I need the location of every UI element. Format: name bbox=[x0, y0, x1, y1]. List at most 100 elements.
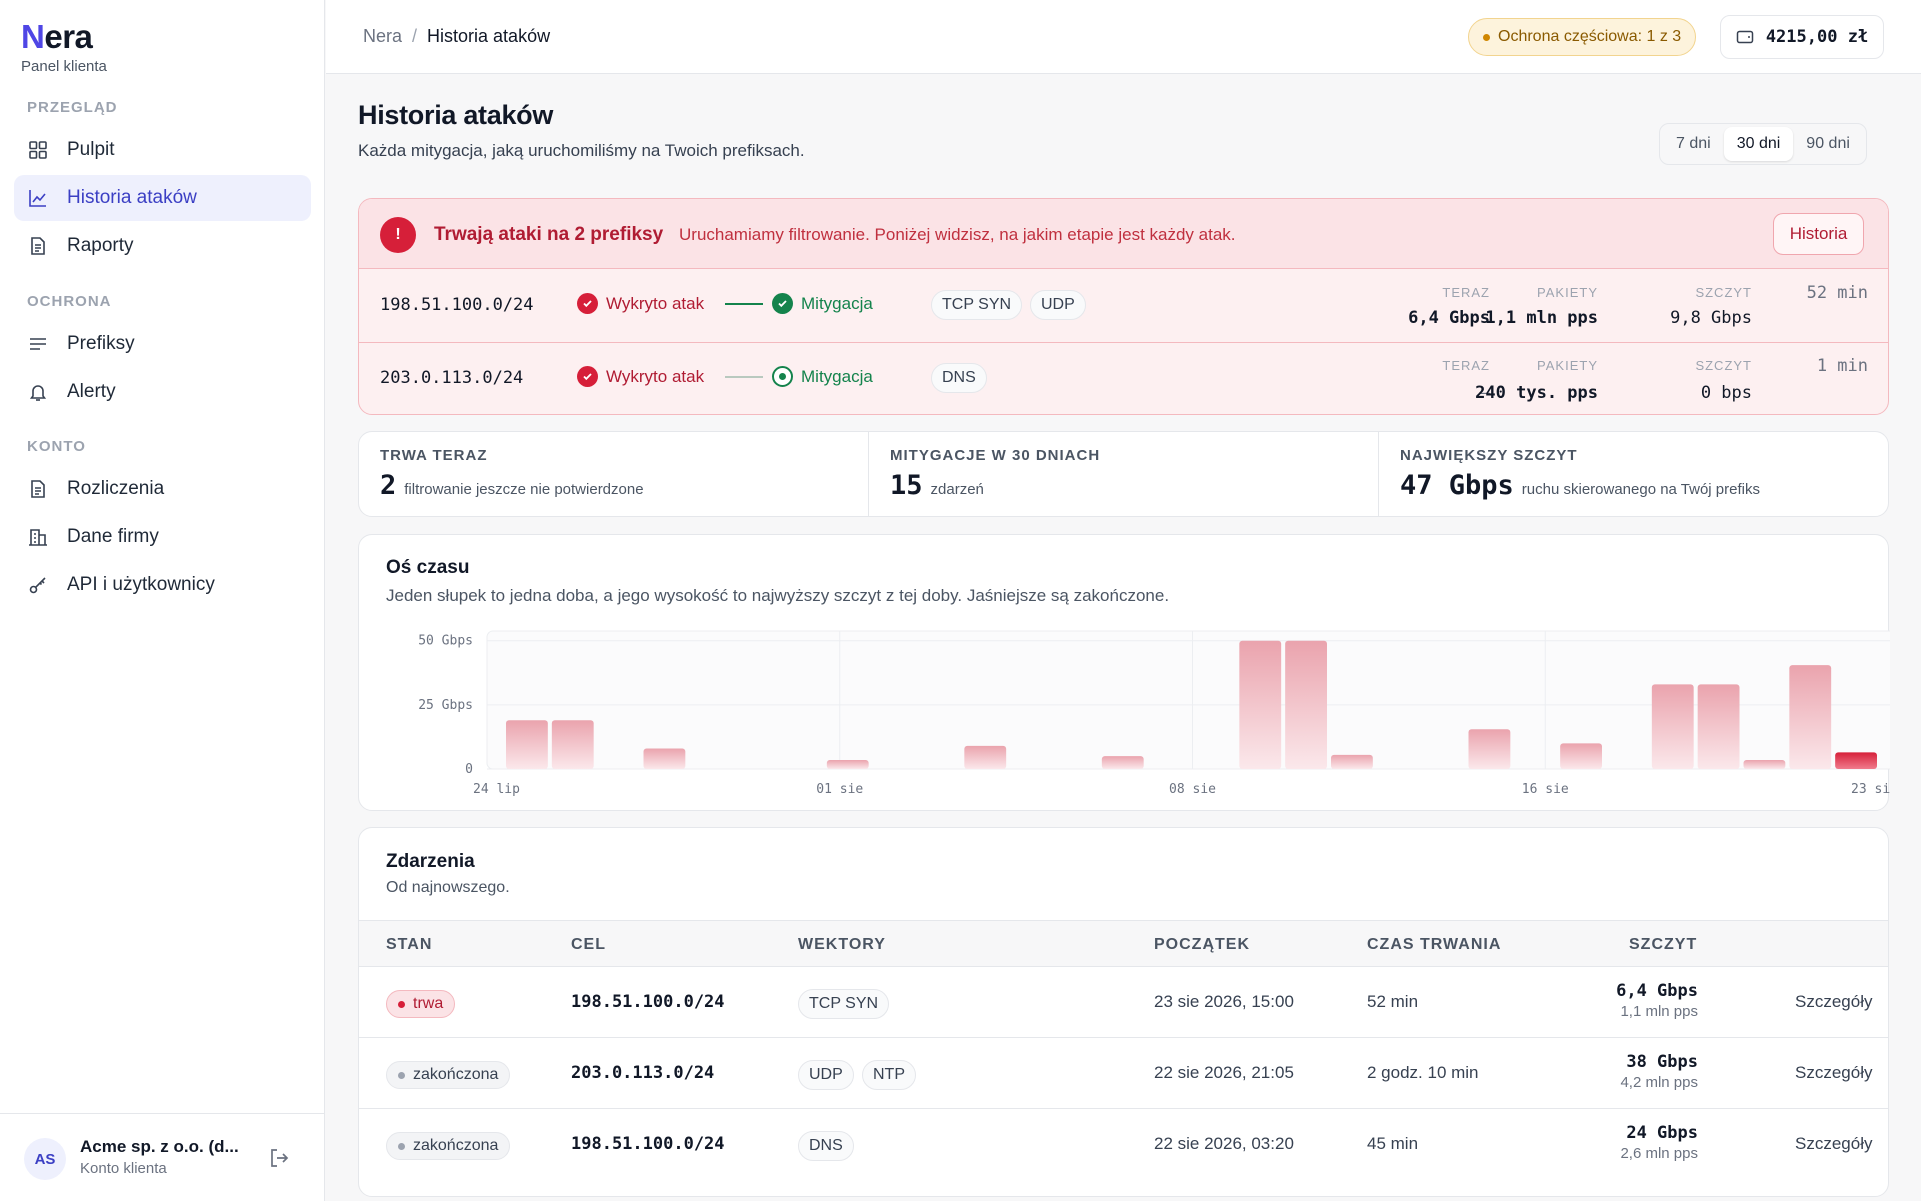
metric-now-label: TERAZ bbox=[1442, 358, 1490, 373]
table-row[interactable]: zakończona 198.51.100.0/24 DNS 22 sie 20… bbox=[359, 1109, 1888, 1180]
column-header-duration[interactable]: CZAS TRWANIA bbox=[1367, 936, 1502, 953]
sidebar-item-label: Raporty bbox=[67, 235, 134, 256]
status-dot-icon bbox=[398, 1071, 405, 1079]
stat-value: 47 Gbps bbox=[1400, 470, 1514, 501]
attack-row[interactable]: 203.0.113.0/24 Wykryto atak Mitygacja DN… bbox=[359, 342, 1888, 414]
table-row[interactable]: trwa 198.51.100.0/24 TCP SYN 23 sie 2026… bbox=[359, 967, 1888, 1038]
user-account: AS Acme sp. z o.o. (d... Konto klienta bbox=[0, 1113, 325, 1201]
range-30d-button[interactable]: 30 dni bbox=[1723, 127, 1794, 161]
vector-tag: DNS bbox=[798, 1131, 854, 1161]
protection-badge[interactable]: Ochrona częściowa: 1 z 3 bbox=[1468, 18, 1697, 56]
metric-packets-value: 240 tys. pps bbox=[1475, 383, 1598, 403]
vector-tag: TCP SYN bbox=[798, 989, 890, 1019]
details-link[interactable]: Szczegóły bbox=[1795, 1063, 1873, 1082]
x-tick-label: 24 lip bbox=[473, 782, 520, 797]
details-link[interactable]: Szczegóły bbox=[1795, 1134, 1873, 1153]
sidebar-item-reports[interactable]: Raporty bbox=[14, 223, 311, 269]
details-link[interactable]: Szczegóły bbox=[1795, 992, 1873, 1011]
user-name: Acme sp. z o.o. (d... bbox=[80, 1137, 239, 1156]
sidebar-item-api-users[interactable]: API i użytkownicy bbox=[14, 562, 311, 608]
attack-prefix: 198.51.100.0/24 bbox=[380, 295, 534, 315]
sidebar-item-alerts[interactable]: Alerty bbox=[14, 369, 311, 415]
stat-value: 15 bbox=[890, 470, 923, 501]
page-title: Historia ataków bbox=[358, 100, 554, 130]
table-row[interactable]: zakończona 203.0.113.0/24 UDP NTP 22 sie… bbox=[359, 1038, 1888, 1109]
stat-mitigations: MITYGACJE W 30 DNIACH 15 zdarzeń bbox=[869, 432, 1379, 516]
sidebar-item-label: Pulpit bbox=[67, 139, 115, 160]
user-role: Konto klienta bbox=[80, 1160, 167, 1177]
events-title: Zdarzenia bbox=[386, 851, 475, 872]
x-tick-label: 23 sie bbox=[1851, 782, 1890, 797]
alert-message: Uruchamiamy filtrowanie. Poniżej widzisz… bbox=[679, 225, 1236, 244]
sidebar-item-attack-history[interactable]: Historia ataków bbox=[14, 175, 311, 221]
document-icon bbox=[31, 237, 45, 255]
step-mitigation-label: Mitygacja bbox=[801, 293, 873, 313]
bar-ended bbox=[551, 720, 594, 769]
events-card: Zdarzenia Od najnowszego. STAN CEL WEKTO… bbox=[358, 827, 1889, 1197]
y-tick-label: 25 Gbps bbox=[418, 698, 473, 713]
table-header: STAN CEL WEKTORY POCZĄTEK CZAS TRWANIA S… bbox=[359, 920, 1888, 967]
breadcrumb-root[interactable]: Nera bbox=[363, 26, 403, 46]
event-peak: 38 Gbps 4,2 mln pps bbox=[1620, 1052, 1698, 1091]
stat-note: ruchu skierowanego na Twój prefiks bbox=[1521, 481, 1760, 498]
stat-label: TRWA TERAZ bbox=[380, 447, 488, 464]
timeline-title: Oś czasu bbox=[386, 557, 470, 578]
range-7d-button[interactable]: 7 dni bbox=[1676, 135, 1711, 152]
step-detected: Wykryto atak bbox=[577, 293, 704, 314]
status-label: zakończona bbox=[413, 1137, 499, 1154]
bar-ended bbox=[964, 745, 1007, 769]
attack-duration: 1 min bbox=[1816, 356, 1868, 376]
bar-ongoing bbox=[1835, 752, 1877, 769]
event-target: 203.0.113.0/24 bbox=[571, 1063, 715, 1083]
metric-now-value: — bbox=[1479, 383, 1490, 403]
building-icon bbox=[29, 529, 47, 546]
column-header-peak[interactable]: SZCZYT bbox=[1629, 936, 1698, 953]
stat-ongoing: TRWA TERAZ 2 filtrowanie jeszcze nie potw… bbox=[359, 432, 869, 516]
bar-ended bbox=[1651, 684, 1694, 769]
main-content: Historia ataków Każda mitygacja, jaką ur… bbox=[326, 74, 1921, 1201]
status-dot-icon bbox=[1483, 33, 1490, 41]
range-90d-button[interactable]: 90 dni bbox=[1806, 135, 1850, 152]
logo[interactable]: Nera bbox=[21, 18, 93, 55]
metric-peak-label: SZCZYT bbox=[1695, 285, 1752, 300]
attack-row[interactable]: 198.51.100.0/24 Wykryto atak Mitygacja T… bbox=[359, 269, 1888, 342]
metric-now-label: TERAZ bbox=[1442, 285, 1490, 300]
sidebar-item-company[interactable]: Dane firmy bbox=[14, 514, 311, 560]
bar-ended bbox=[1743, 760, 1786, 769]
sidebar-item-prefixes[interactable]: Prefiksy bbox=[14, 321, 311, 367]
list-icon bbox=[30, 338, 46, 350]
column-header-status[interactable]: STAN bbox=[386, 936, 433, 953]
sidebar-item-dashboard[interactable]: Pulpit bbox=[14, 127, 311, 173]
balance-value: 4215,00 zł bbox=[1765, 27, 1869, 47]
logout-icon[interactable] bbox=[268, 1147, 290, 1169]
column-header-start[interactable]: POCZĄTEK bbox=[1154, 936, 1250, 953]
stat-biggest-peak: NAJWIĘKSZY SZCZYT 47 Gbps ruchu skierowan… bbox=[1379, 432, 1888, 516]
event-start: 23 sie 2026, 15:00 bbox=[1154, 992, 1294, 1011]
in-progress-circle-icon bbox=[772, 366, 793, 387]
avatar[interactable]: AS bbox=[24, 1138, 66, 1180]
event-duration: 52 min bbox=[1367, 992, 1419, 1011]
wallet-icon bbox=[1736, 30, 1754, 44]
bar-ended bbox=[1468, 729, 1511, 769]
balance-button[interactable]: 4215,00 zł bbox=[1720, 15, 1884, 59]
timeline-subtitle: Jeden słupek to jedna doba, a jego wysok… bbox=[386, 586, 1170, 605]
summary-stats: TRWA TERAZ 2 filtrowanie jeszcze nie potw… bbox=[358, 431, 1889, 517]
event-pps: 4,2 mln pps bbox=[1620, 1074, 1698, 1091]
sidebar-item-billing[interactable]: Rozliczenia bbox=[14, 466, 311, 512]
event-peak: 6,4 Gbps 1,1 mln pps bbox=[1616, 981, 1698, 1020]
step-mitigation: Mitygacja bbox=[772, 293, 873, 314]
bar-ended bbox=[506, 720, 548, 769]
step-detected: Wykryto atak bbox=[577, 366, 704, 387]
column-header-vectors[interactable]: WEKTORY bbox=[798, 936, 886, 953]
chart-line-icon bbox=[29, 190, 46, 207]
vector-tag: TCP SYN bbox=[931, 290, 1023, 320]
logo-subtitle: Panel klienta bbox=[21, 58, 107, 75]
alert-icon: ! bbox=[380, 217, 416, 253]
column-header-target[interactable]: CEL bbox=[571, 936, 606, 953]
step-mitigation: Mitygacja bbox=[772, 366, 873, 387]
metric-peak-value: 9,8 Gbps bbox=[1670, 308, 1752, 328]
timeline-card: Oś czasu Jeden słupek to jedna doba, a j… bbox=[358, 534, 1890, 811]
bar-ended bbox=[1560, 743, 1602, 769]
alert-history-button[interactable]: Historia bbox=[1773, 213, 1864, 255]
event-peak-value: 38 Gbps bbox=[1626, 1052, 1698, 1072]
